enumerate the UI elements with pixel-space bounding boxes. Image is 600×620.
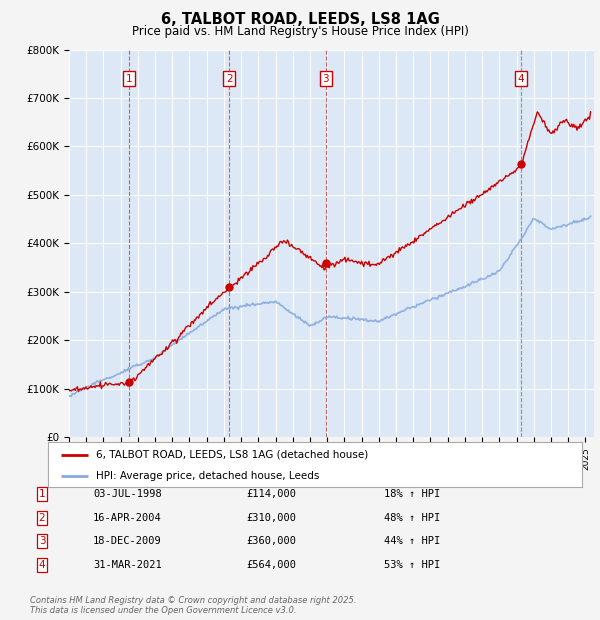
Text: 1: 1 — [126, 74, 133, 84]
Text: 4: 4 — [518, 74, 524, 84]
Text: 4: 4 — [38, 560, 46, 570]
Text: £114,000: £114,000 — [246, 489, 296, 499]
Text: 2: 2 — [38, 513, 46, 523]
Text: 2: 2 — [226, 74, 232, 84]
Text: 3: 3 — [38, 536, 46, 546]
Text: 53% ↑ HPI: 53% ↑ HPI — [384, 560, 440, 570]
Text: £564,000: £564,000 — [246, 560, 296, 570]
Text: 18% ↑ HPI: 18% ↑ HPI — [384, 489, 440, 499]
Text: Price paid vs. HM Land Registry's House Price Index (HPI): Price paid vs. HM Land Registry's House … — [131, 25, 469, 38]
Text: £360,000: £360,000 — [246, 536, 296, 546]
Text: 03-JUL-1998: 03-JUL-1998 — [93, 489, 162, 499]
Text: 16-APR-2004: 16-APR-2004 — [93, 513, 162, 523]
Text: HPI: Average price, detached house, Leeds: HPI: Average price, detached house, Leed… — [96, 471, 319, 480]
Text: £310,000: £310,000 — [246, 513, 296, 523]
Text: 1: 1 — [38, 489, 46, 499]
Text: 18-DEC-2009: 18-DEC-2009 — [93, 536, 162, 546]
Text: 31-MAR-2021: 31-MAR-2021 — [93, 560, 162, 570]
Text: 6, TALBOT ROAD, LEEDS, LS8 1AG (detached house): 6, TALBOT ROAD, LEEDS, LS8 1AG (detached… — [96, 450, 368, 459]
Text: 48% ↑ HPI: 48% ↑ HPI — [384, 513, 440, 523]
Text: 44% ↑ HPI: 44% ↑ HPI — [384, 536, 440, 546]
Text: Contains HM Land Registry data © Crown copyright and database right 2025.
This d: Contains HM Land Registry data © Crown c… — [30, 596, 356, 615]
Text: 6, TALBOT ROAD, LEEDS, LS8 1AG: 6, TALBOT ROAD, LEEDS, LS8 1AG — [161, 12, 439, 27]
Text: 3: 3 — [323, 74, 329, 84]
